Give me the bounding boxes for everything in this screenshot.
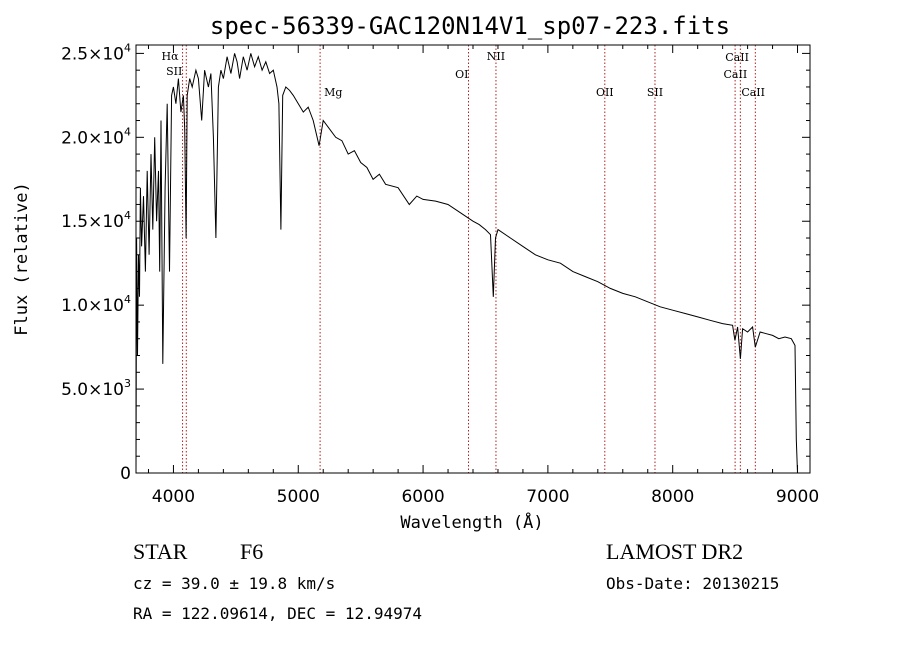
x-tick-label: 5000: [277, 487, 320, 507]
emission-line-label: SII: [647, 86, 663, 99]
x-axis-label: Wavelength (Å): [400, 511, 543, 533]
obs-date-text: Obs-Date: 20130215: [606, 574, 779, 593]
emission-line-label: CaII: [725, 51, 749, 64]
y-tick-label: 0: [120, 464, 131, 484]
y-axis-label: Flux (relative): [12, 182, 32, 336]
object-class: STAR: [133, 539, 188, 564]
plot-frame: [135, 44, 811, 474]
chart-title: spec-56339-GAC120N14V1_sp07-223.fits: [210, 12, 730, 40]
y-tick-label: 1.0×104: [61, 293, 131, 316]
emission-line-label: SII: [166, 65, 182, 78]
emission-line-labels: Hα SII Mg OI NII OII SII CaII CaII CaII: [162, 50, 765, 99]
y-axis-ticks: 0 5.0×103 1.0×104 1.5×104 2.0×104 2.5×104: [61, 41, 810, 484]
emission-line-label: CaII: [741, 86, 765, 99]
redshift-text: cz = 39.0 ± 19.8 km/s: [133, 574, 335, 593]
x-tick-label: 6000: [401, 487, 444, 507]
x-tick-label: 7000: [526, 487, 569, 507]
x-axis-ticks: 4000 5000 6000 7000 8000 9000: [147, 45, 819, 507]
emission-line-label: OI: [455, 68, 468, 81]
coordinates-text: RA = 122.09614, DEC = 12.94974: [133, 604, 422, 623]
x-tick-label: 9000: [776, 487, 819, 507]
emission-line-label: Hα: [162, 50, 180, 63]
x-tick-label: 8000: [651, 487, 694, 507]
emission-line-markers: [182, 45, 756, 473]
x-tick-label: 4000: [152, 487, 195, 507]
y-tick-label: 1.5×104: [61, 209, 131, 232]
y-tick-label: 2.0×104: [61, 125, 131, 148]
object-subclass: F6: [240, 539, 263, 564]
emission-line-label: Mg: [324, 86, 342, 99]
spectrum-line: [135, 53, 798, 474]
y-tick-label: 5.0×103: [61, 377, 131, 400]
y-tick-label: 2.5×104: [61, 41, 131, 64]
emission-line-label: CaII: [724, 68, 748, 81]
emission-line-label: OII: [596, 86, 614, 99]
emission-line-label: NII: [487, 50, 505, 63]
survey-name: LAMOST DR2: [606, 539, 743, 564]
